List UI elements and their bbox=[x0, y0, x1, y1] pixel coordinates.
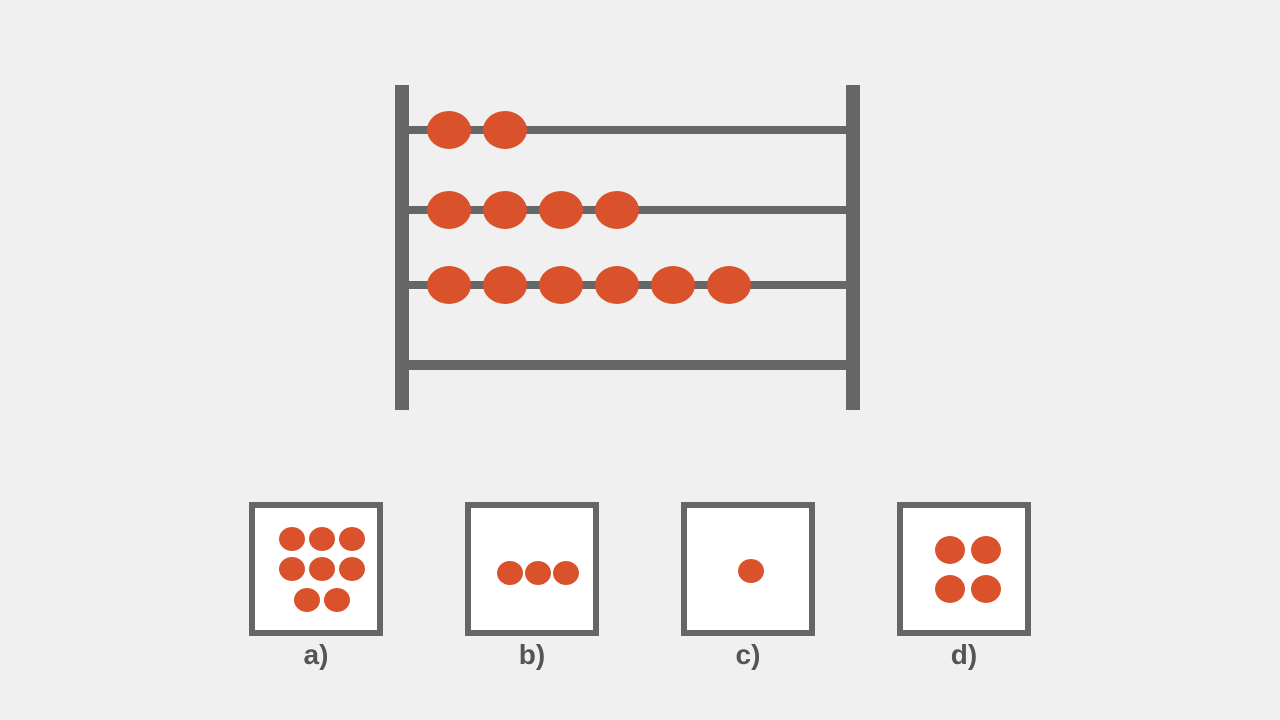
abacus-bead bbox=[595, 266, 639, 304]
abacus-bead bbox=[707, 266, 751, 304]
option-box[interactable] bbox=[900, 505, 1028, 633]
abacus-bead bbox=[427, 191, 471, 229]
abacus-bead bbox=[427, 266, 471, 304]
abacus-bead bbox=[651, 266, 695, 304]
option-dot bbox=[324, 588, 350, 612]
option-dot bbox=[738, 559, 764, 583]
diagram-root: a) b) c) d) bbox=[0, 0, 1280, 720]
option-box[interactable] bbox=[684, 505, 812, 633]
option-frame bbox=[900, 505, 1028, 633]
option-box[interactable] bbox=[468, 505, 596, 633]
option-dot bbox=[279, 557, 305, 581]
option-label: d) bbox=[900, 639, 1028, 671]
abacus-bead bbox=[539, 191, 583, 229]
abacus-post-right bbox=[846, 85, 860, 410]
option-dot bbox=[971, 575, 1001, 603]
option-dot bbox=[553, 561, 579, 585]
abacus-bead bbox=[483, 191, 527, 229]
option-dot bbox=[279, 527, 305, 551]
option-label: b) bbox=[468, 639, 596, 671]
option-dot bbox=[935, 536, 965, 564]
abacus-bead bbox=[483, 266, 527, 304]
option-dot bbox=[339, 557, 365, 581]
abacus-bead bbox=[483, 111, 527, 149]
option-dot bbox=[309, 527, 335, 551]
option-label: a) bbox=[252, 639, 380, 671]
abacus-rod bbox=[409, 126, 846, 134]
option-dot bbox=[525, 561, 551, 585]
abacus-bar bbox=[409, 360, 846, 370]
option-dot bbox=[935, 575, 965, 603]
diagram-svg bbox=[0, 0, 1280, 720]
option-dot bbox=[497, 561, 523, 585]
abacus-post-left bbox=[395, 85, 409, 410]
option-box[interactable] bbox=[252, 505, 380, 633]
abacus-bead bbox=[427, 111, 471, 149]
option-dot bbox=[294, 588, 320, 612]
abacus-bead bbox=[595, 191, 639, 229]
option-dot bbox=[971, 536, 1001, 564]
abacus-bead bbox=[539, 266, 583, 304]
option-dot bbox=[309, 557, 335, 581]
option-label: c) bbox=[684, 639, 812, 671]
option-dot bbox=[339, 527, 365, 551]
